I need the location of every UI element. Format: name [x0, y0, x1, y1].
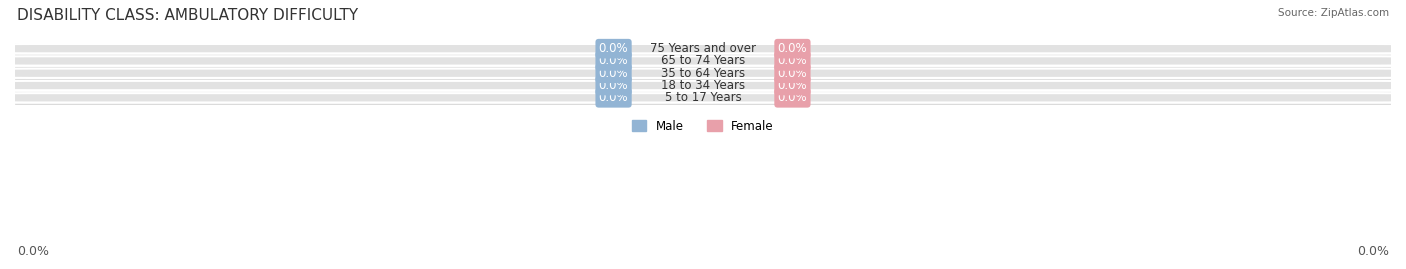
Text: 0.0%: 0.0%	[599, 42, 628, 55]
FancyBboxPatch shape	[1, 44, 1405, 53]
Text: 0.0%: 0.0%	[599, 67, 628, 80]
Text: 0.0%: 0.0%	[778, 79, 807, 92]
Text: 65 to 74 Years: 65 to 74 Years	[661, 54, 745, 68]
Text: 0.0%: 0.0%	[778, 91, 807, 104]
Text: 18 to 34 Years: 18 to 34 Years	[661, 79, 745, 92]
Text: 0.0%: 0.0%	[778, 67, 807, 80]
Text: 0.0%: 0.0%	[1357, 245, 1389, 258]
Legend: Male, Female: Male, Female	[627, 115, 779, 137]
Bar	[15, 67, 1391, 79]
Text: 5 to 17 Years: 5 to 17 Years	[665, 91, 741, 104]
Text: 0.0%: 0.0%	[17, 245, 49, 258]
Bar	[15, 79, 1391, 92]
FancyBboxPatch shape	[1, 81, 1405, 90]
Text: 0.0%: 0.0%	[599, 79, 628, 92]
FancyBboxPatch shape	[1, 56, 1405, 66]
Text: DISABILITY CLASS: AMBULATORY DIFFICULTY: DISABILITY CLASS: AMBULATORY DIFFICULTY	[17, 8, 359, 23]
Text: 0.0%: 0.0%	[778, 42, 807, 55]
FancyBboxPatch shape	[1, 93, 1405, 102]
Text: Source: ZipAtlas.com: Source: ZipAtlas.com	[1278, 8, 1389, 18]
Bar	[15, 55, 1391, 67]
FancyBboxPatch shape	[1, 69, 1405, 78]
Text: 0.0%: 0.0%	[599, 91, 628, 104]
Text: 0.0%: 0.0%	[599, 54, 628, 68]
Text: 0.0%: 0.0%	[778, 54, 807, 68]
Text: 75 Years and over: 75 Years and over	[650, 42, 756, 55]
Text: 35 to 64 Years: 35 to 64 Years	[661, 67, 745, 80]
Bar	[15, 92, 1391, 104]
Bar	[15, 43, 1391, 55]
